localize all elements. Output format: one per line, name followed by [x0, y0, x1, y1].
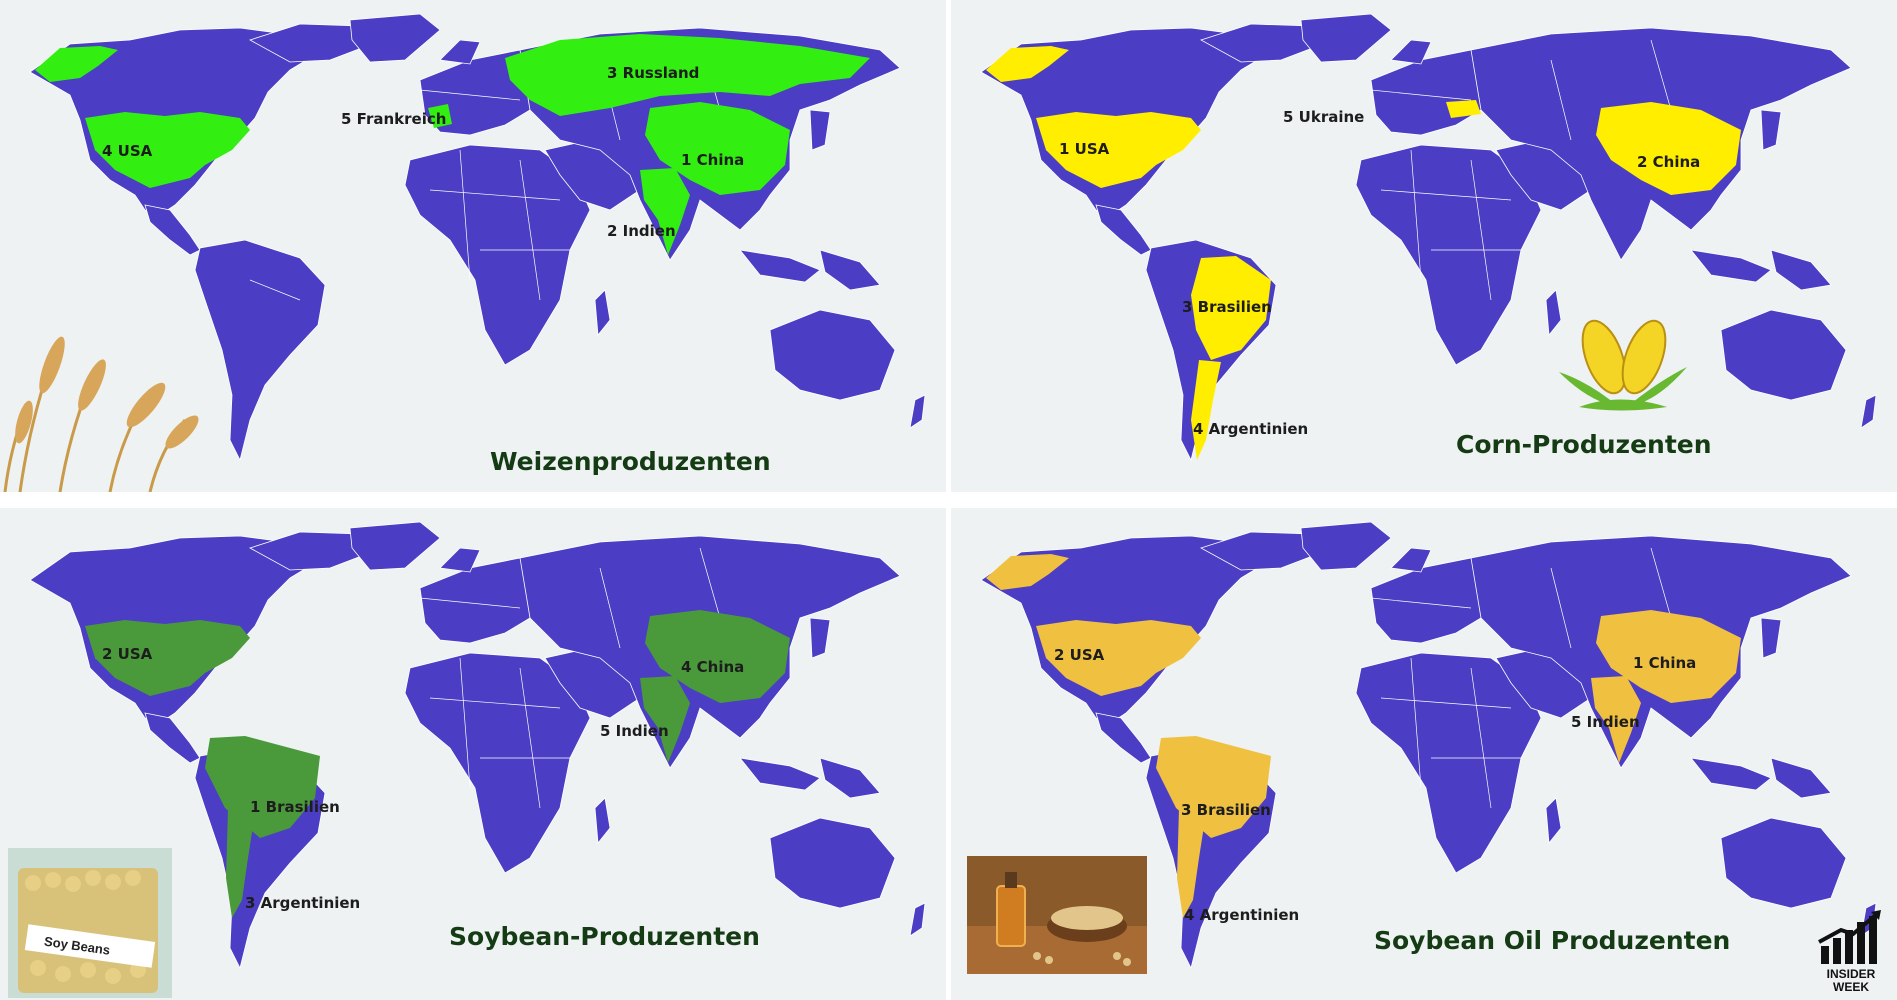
label-india: 2 Indien: [607, 222, 676, 240]
label-india: 5 Indien: [1571, 713, 1640, 731]
india-region: [640, 168, 690, 255]
label-usa: 4 USA: [102, 142, 153, 160]
label-china: 1 China: [681, 151, 745, 169]
logo-line-week: WEEK: [1833, 980, 1869, 994]
alaska-region: [35, 46, 118, 82]
france-region: [428, 104, 452, 128]
india-region: [1591, 676, 1641, 763]
alaska-region: [986, 554, 1069, 590]
argentina-region: [226, 808, 255, 918]
label-china: 2 China: [1637, 153, 1701, 171]
label-argentina: 4 Argentinien: [1184, 906, 1300, 924]
label-usa: 1 USA: [1059, 140, 1110, 158]
label-usa: 2 USA: [1054, 646, 1105, 664]
usa-region: [1036, 112, 1201, 188]
insider-week-logo: INSIDER WEEK: [1815, 908, 1887, 994]
panel-title: Corn-Produzenten: [1456, 430, 1712, 459]
brazil-region: [1191, 256, 1271, 360]
panel-title: Weizenproduzenten: [490, 447, 771, 476]
wheat-image: [3, 336, 199, 492]
highlighted-countries: [85, 610, 790, 918]
label-argentina: 3 Argentinien: [245, 894, 361, 912]
label-ukraine: 5 Ukraine: [1283, 108, 1365, 126]
highlighted-countries: [986, 554, 1741, 918]
label-usa: 2 USA: [102, 645, 153, 663]
usa-region: [85, 620, 250, 696]
label-brazil: 3 Brasilien: [1181, 801, 1271, 819]
china-region: [1596, 102, 1741, 195]
soybean-oil-world-map: [980, 521, 1877, 969]
china-region: [645, 102, 790, 195]
logo-line-insider: INSIDER: [1826, 967, 1876, 981]
corn-map-panel: 5 Ukraine 1 USA 2 China 3 Brasilien 4 Ar…: [951, 0, 1897, 492]
soybean-oil-image: [967, 856, 1147, 974]
ukraine-region: [1446, 100, 1481, 118]
label-argentina: 4 Argentinien: [1193, 420, 1309, 438]
corn-world-map: [980, 13, 1877, 461]
soybean-map-panel: 2 USA 4 China 5 Indien 1 Brasilien 3 Arg…: [0, 508, 946, 1000]
label-brazil: 3 Brasilien: [1182, 298, 1272, 316]
argentina-region: [1191, 360, 1221, 460]
wheat-world-map: [29, 13, 926, 461]
india-region: [640, 676, 690, 763]
soybean-oil-map-panel: 2 USA 1 China 5 Indien 3 Brasilien 4 Arg…: [951, 508, 1897, 1000]
soy-beans-image: Soy Beans: [8, 848, 172, 998]
logo-text: INSIDER WEEK: [1815, 968, 1887, 994]
highlighted-countries: [35, 34, 870, 255]
highlighted-countries: [986, 46, 1741, 460]
panel-title: Soybean Oil Produzenten: [1374, 926, 1731, 955]
alaska-region: [986, 46, 1069, 82]
russia-region: [505, 34, 870, 116]
label-china: 1 China: [1633, 654, 1697, 672]
china-region: [645, 610, 790, 703]
wheat-map-panel: 3 Russland 5 Frankreich 4 USA 1 China 2 …: [0, 0, 946, 492]
label-brazil: 1 Brasilien: [250, 798, 340, 816]
china-region: [1596, 610, 1741, 703]
label-china: 4 China: [681, 658, 745, 676]
label-russia: 3 Russland: [607, 64, 700, 82]
corn-image: [1559, 319, 1687, 411]
chart-bars-icon: [1818, 910, 1881, 964]
panel-title: Soybean-Produzenten: [449, 922, 760, 951]
label-france: 5 Frankreich: [341, 110, 447, 128]
label-india: 5 Indien: [600, 722, 669, 740]
soybean-world-map: [29, 521, 926, 969]
usa-region: [1036, 620, 1201, 696]
usa-region: [85, 112, 250, 188]
argentina-region: [1177, 808, 1206, 918]
